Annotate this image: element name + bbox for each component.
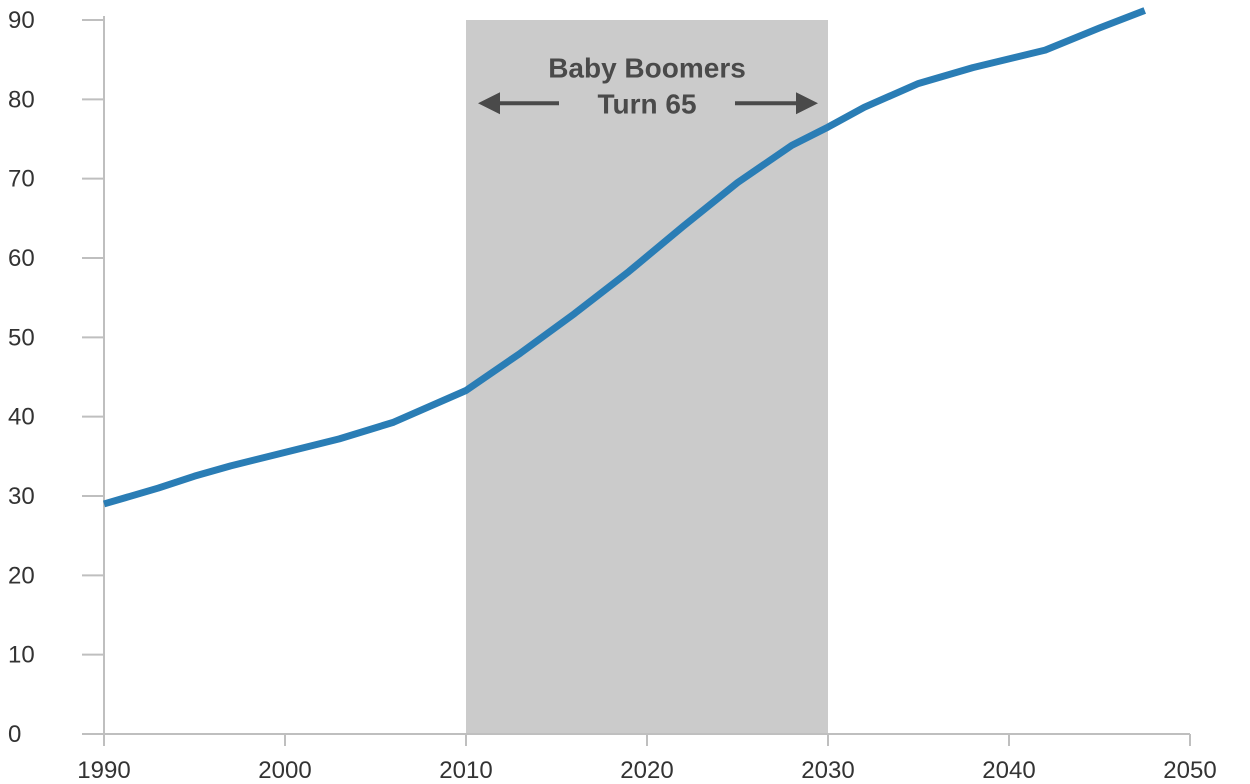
x-tick-label: 2000	[258, 757, 311, 784]
x-tick-label: 2030	[801, 757, 854, 784]
axes	[82, 16, 1191, 746]
annotation-baby-boomers: Baby Boomers	[548, 53, 746, 84]
x-tick-label: 2050	[1163, 757, 1216, 784]
y-tick-label: 80	[8, 86, 35, 113]
y-tick-label: 50	[8, 324, 35, 351]
series-line	[103, 7, 1147, 508]
y-tick-label: 0	[8, 721, 21, 748]
y-tick-label: 60	[8, 245, 35, 272]
y-tick-label: 70	[8, 166, 35, 193]
series-layer	[103, 7, 1147, 508]
x-tick-label: 1990	[77, 757, 130, 784]
shaded-region-layer	[466, 20, 828, 734]
annotation-turn-65: Turn 65	[597, 88, 696, 119]
x-tick-label: 2010	[439, 757, 492, 784]
shaded-region	[466, 20, 828, 734]
y-tick-label: 20	[8, 562, 35, 589]
annotation-layer: Baby Boomers Turn 65	[478, 53, 818, 119]
right-arrow-head	[796, 92, 818, 115]
y-tick-label: 40	[8, 404, 35, 431]
y-tick-label: 90	[8, 7, 35, 34]
x-tick-label: 2020	[620, 757, 673, 784]
left-arrow-head	[478, 92, 500, 115]
y-tick-label: 10	[8, 642, 35, 669]
x-tick-label: 2040	[982, 757, 1035, 784]
y-tick-label: 30	[8, 483, 35, 510]
